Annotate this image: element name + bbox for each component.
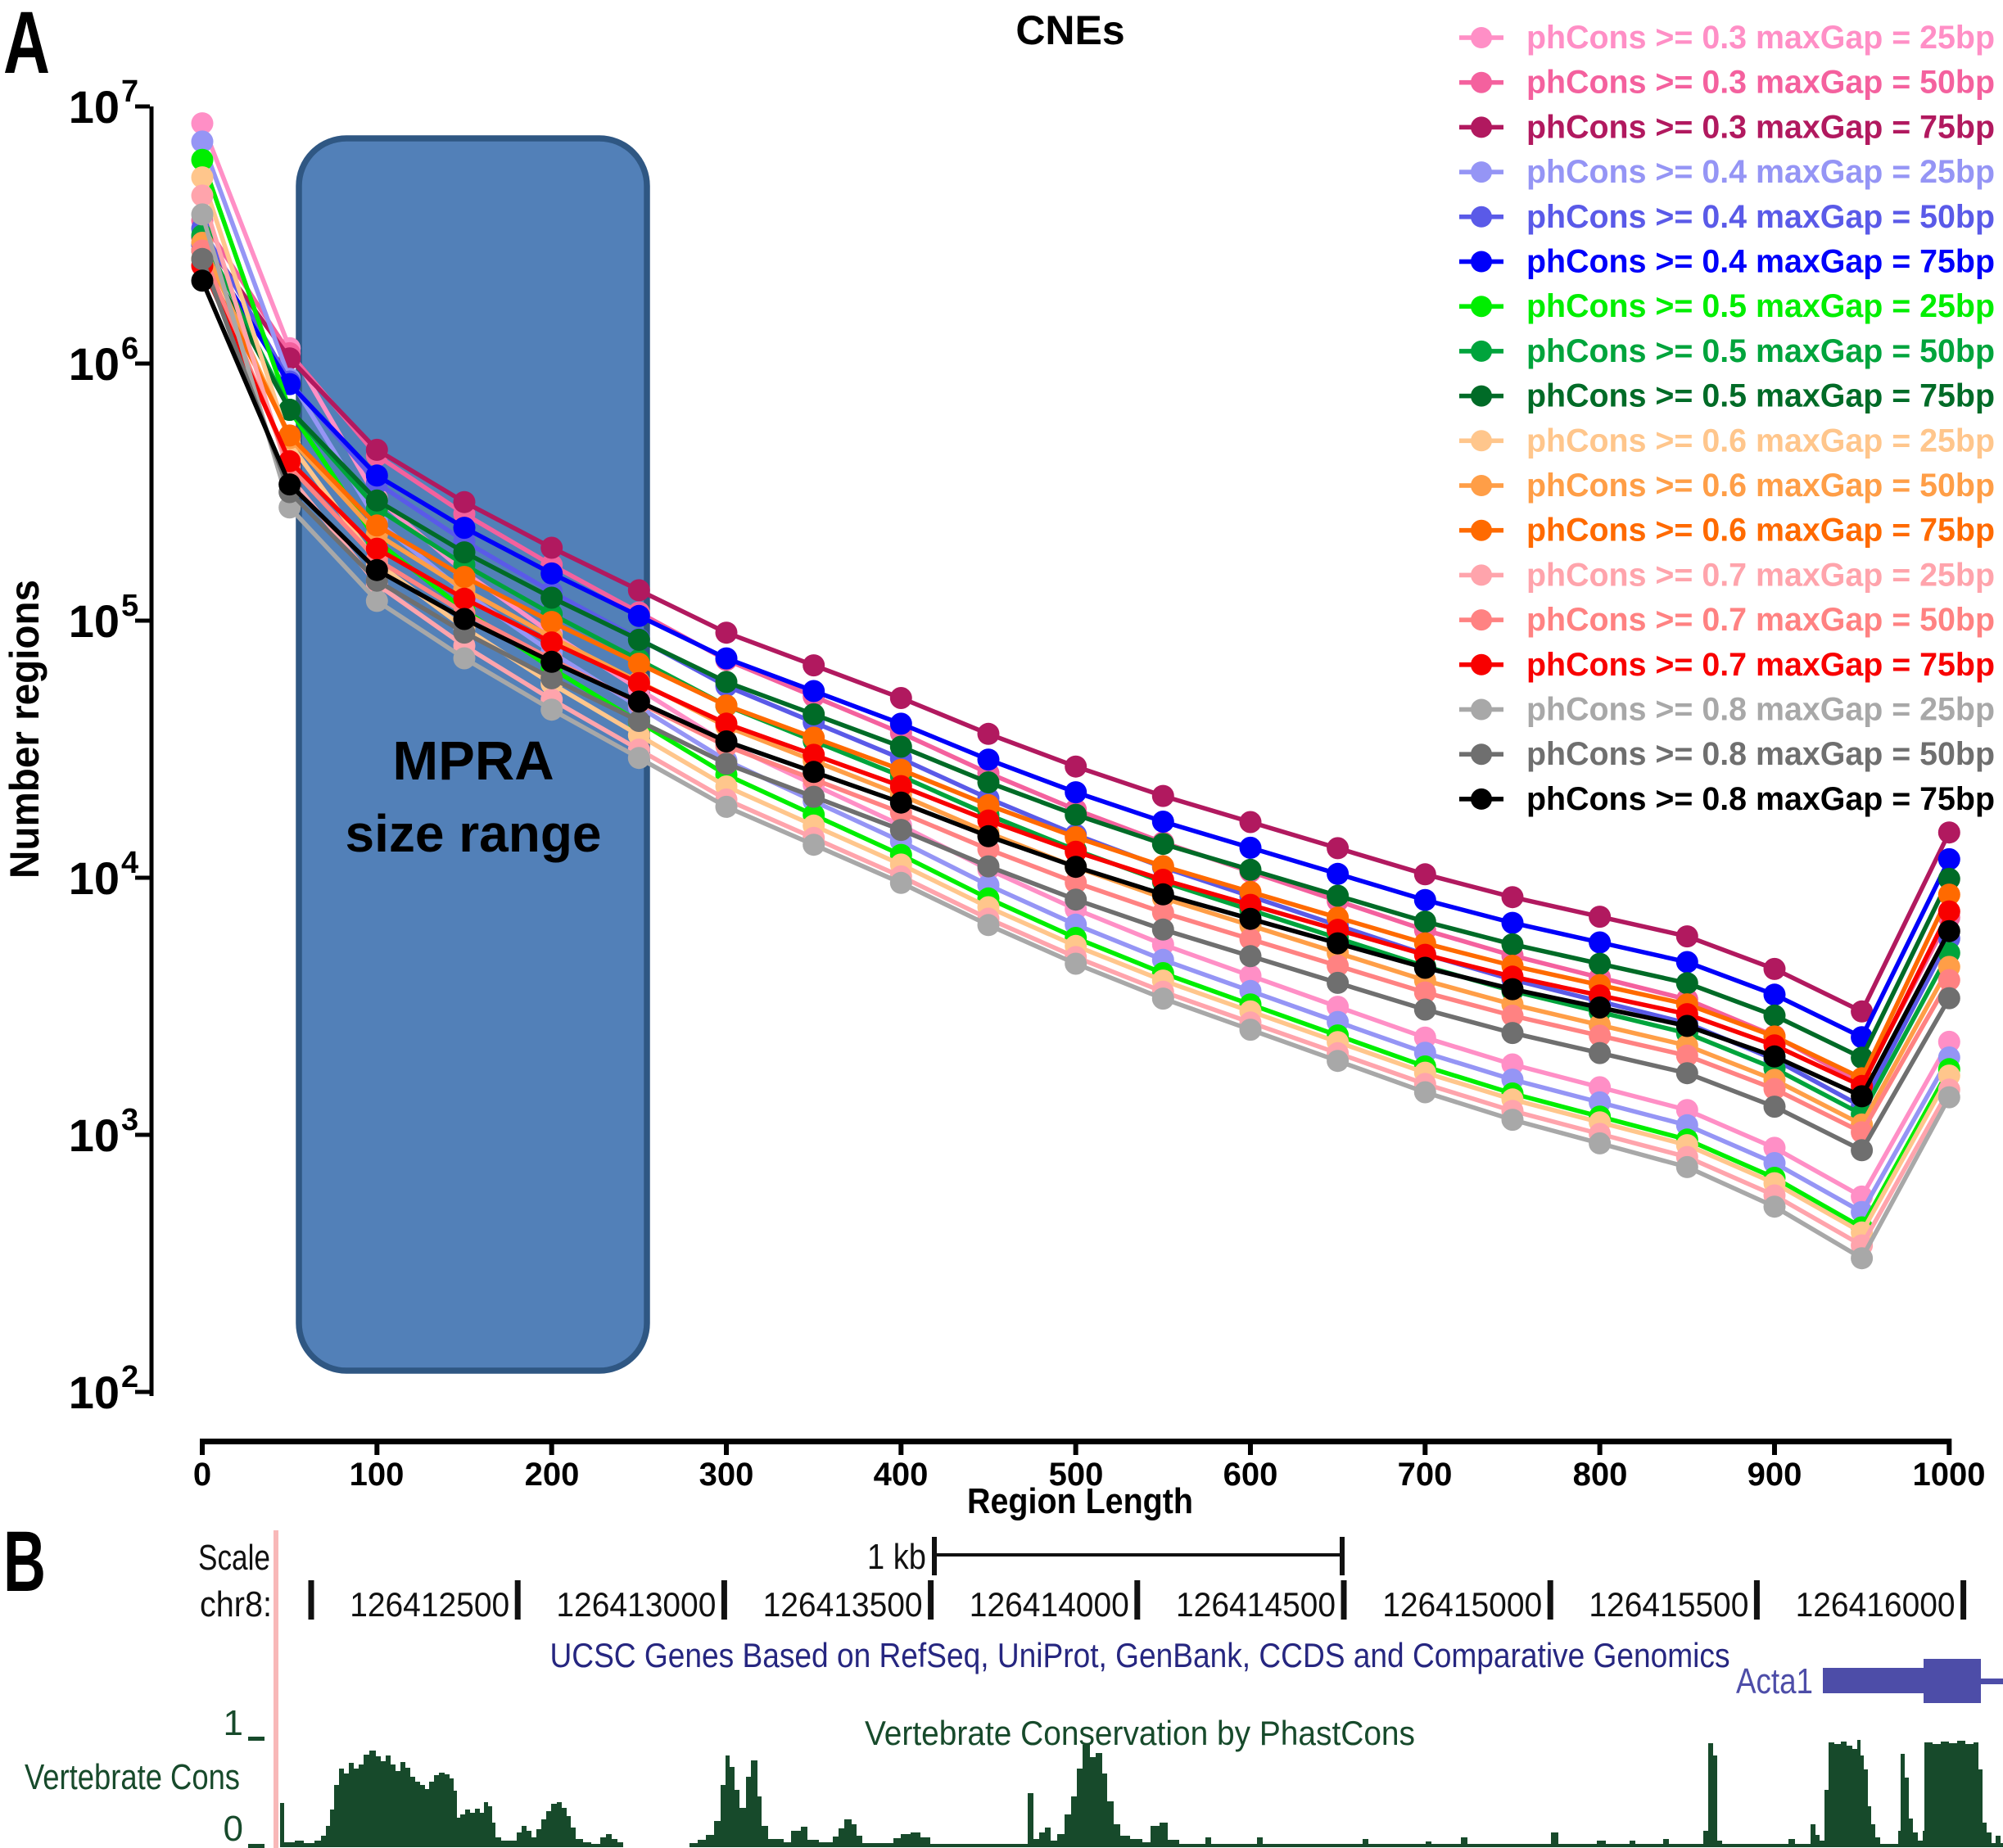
svg-text:phCons >= 0.8 maxGap = 25bp: phCons >= 0.8 maxGap = 25bp bbox=[1526, 692, 1995, 728]
svg-text:0: 0 bbox=[193, 1457, 211, 1493]
svg-text:10: 10 bbox=[69, 595, 120, 647]
svg-text:700: 700 bbox=[1398, 1457, 1453, 1493]
svg-text:phCons >= 0.4 maxGap = 50bp: phCons >= 0.4 maxGap = 50bp bbox=[1526, 199, 1995, 235]
svg-text:phCons >= 0.8 maxGap = 50bp: phCons >= 0.8 maxGap = 50bp bbox=[1526, 736, 1995, 772]
svg-text:phCons >= 0.6 maxGap = 50bp: phCons >= 0.6 maxGap = 50bp bbox=[1526, 468, 1995, 504]
svg-text:7: 7 bbox=[121, 75, 138, 109]
svg-text:MPRA: MPRA bbox=[392, 730, 554, 792]
svg-text:0: 0 bbox=[224, 1809, 243, 1848]
svg-text:phCons >= 0.7 maxGap = 25bp: phCons >= 0.7 maxGap = 25bp bbox=[1526, 557, 1995, 593]
svg-text:phCons >= 0.5 maxGap = 25bp: phCons >= 0.5 maxGap = 25bp bbox=[1526, 288, 1995, 324]
svg-text:3: 3 bbox=[121, 1103, 138, 1137]
svg-text:100: 100 bbox=[350, 1457, 405, 1493]
svg-text:1000: 1000 bbox=[1913, 1457, 1986, 1493]
svg-text:phCons >= 0.5 maxGap = 75bp: phCons >= 0.5 maxGap = 75bp bbox=[1526, 378, 1995, 414]
svg-text:10: 10 bbox=[69, 1367, 120, 1418]
svg-text:126412500: 126412500 bbox=[350, 1585, 509, 1624]
svg-text:phCons >= 0.6 maxGap = 75bp: phCons >= 0.6 maxGap = 75bp bbox=[1526, 513, 1995, 549]
svg-text:phCons >= 0.3 maxGap = 50bp: phCons >= 0.3 maxGap = 50bp bbox=[1526, 65, 1995, 101]
svg-text:phCons >= 0.4 maxGap = 75bp: phCons >= 0.4 maxGap = 75bp bbox=[1526, 244, 1995, 280]
svg-text:10: 10 bbox=[69, 338, 120, 390]
svg-text:phCons >= 0.8 maxGap = 75bp: phCons >= 0.8 maxGap = 75bp bbox=[1526, 781, 1995, 817]
svg-text:phCons >= 0.5 maxGap = 50bp: phCons >= 0.5 maxGap = 50bp bbox=[1526, 333, 1995, 369]
svg-text:1: 1 bbox=[224, 1703, 243, 1743]
svg-text:10: 10 bbox=[69, 1109, 120, 1161]
svg-text:phCons >= 0.6 maxGap = 25bp: phCons >= 0.6 maxGap = 25bp bbox=[1526, 422, 1995, 459]
svg-text:500: 500 bbox=[1049, 1457, 1104, 1493]
svg-text:5: 5 bbox=[121, 589, 138, 623]
svg-text:800: 800 bbox=[1573, 1457, 1628, 1493]
svg-text:UCSC Genes Based on RefSeq, Un: UCSC Genes Based on RefSeq, UniProt, Gen… bbox=[550, 1636, 1730, 1674]
svg-text:phCons >= 0.7 maxGap = 75bp: phCons >= 0.7 maxGap = 75bp bbox=[1526, 647, 1995, 683]
svg-text:Vertebrate Conservation by Pha: Vertebrate Conservation by PhastCons bbox=[865, 1714, 1415, 1752]
svg-text:200: 200 bbox=[525, 1457, 580, 1493]
svg-text:2: 2 bbox=[121, 1360, 138, 1394]
svg-text:600: 600 bbox=[1223, 1457, 1278, 1493]
svg-text:phCons >= 0.4 maxGap = 25bp: phCons >= 0.4 maxGap = 25bp bbox=[1526, 154, 1995, 190]
svg-text:10: 10 bbox=[69, 852, 120, 904]
svg-text:126413500: 126413500 bbox=[763, 1585, 923, 1624]
svg-text:Number regions: Number regions bbox=[2, 580, 47, 879]
svg-text:A: A bbox=[3, 0, 50, 92]
svg-text:B: B bbox=[3, 1514, 46, 1610]
svg-text:Region Length: Region Length bbox=[967, 1481, 1193, 1521]
svg-text:126416000: 126416000 bbox=[1796, 1585, 1956, 1624]
svg-text:126414000: 126414000 bbox=[970, 1585, 1129, 1624]
svg-text:6: 6 bbox=[121, 332, 138, 366]
svg-text:900: 900 bbox=[1748, 1457, 1802, 1493]
svg-text:4: 4 bbox=[121, 846, 138, 880]
svg-text:CNEs: CNEs bbox=[1015, 7, 1124, 53]
svg-text:300: 300 bbox=[699, 1457, 754, 1493]
svg-text:Vertebrate Cons: Vertebrate Cons bbox=[25, 1757, 240, 1797]
svg-text:size range: size range bbox=[345, 804, 601, 863]
svg-text:126415000: 126415000 bbox=[1382, 1585, 1542, 1624]
svg-text:phCons >= 0.3 maxGap = 25bp: phCons >= 0.3 maxGap = 25bp bbox=[1526, 20, 1995, 56]
svg-text:Scale: Scale bbox=[198, 1538, 270, 1578]
svg-text:chr8:: chr8: bbox=[200, 1584, 272, 1624]
svg-text:Acta1: Acta1 bbox=[1736, 1661, 1813, 1701]
svg-text:1 kb: 1 kb bbox=[867, 1537, 926, 1577]
svg-text:126415500: 126415500 bbox=[1589, 1585, 1748, 1624]
svg-text:phCons >= 0.3 maxGap = 75bp: phCons >= 0.3 maxGap = 75bp bbox=[1526, 109, 1995, 145]
svg-text:126413000: 126413000 bbox=[556, 1585, 716, 1624]
svg-text:phCons >= 0.7 maxGap = 50bp: phCons >= 0.7 maxGap = 50bp bbox=[1526, 602, 1995, 638]
svg-text:126414500: 126414500 bbox=[1176, 1585, 1336, 1624]
svg-text:400: 400 bbox=[874, 1457, 929, 1493]
svg-text:10: 10 bbox=[69, 81, 120, 133]
